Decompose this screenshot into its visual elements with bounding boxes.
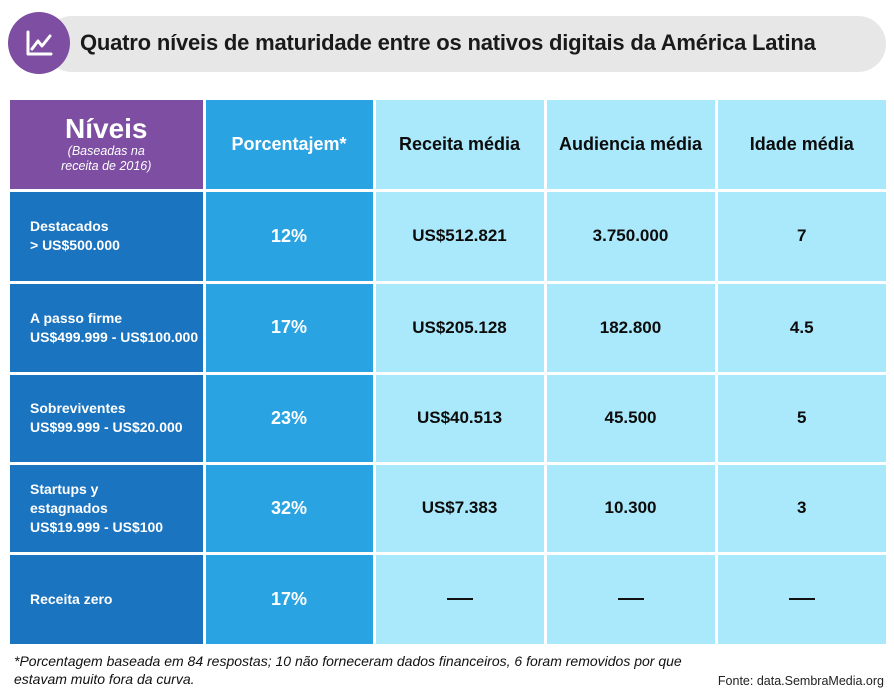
row-audience xyxy=(546,554,715,644)
chart-line-icon xyxy=(8,12,70,74)
row-percent: 17% xyxy=(205,283,373,372)
row-revenue: US$205.128 xyxy=(375,283,544,372)
header-percent: Porcentajem* xyxy=(205,100,373,189)
row-age: 5 xyxy=(717,374,886,462)
row-audience: 3.750.000 xyxy=(546,191,715,281)
dash-mark xyxy=(446,598,473,601)
row-audience: 10.300 xyxy=(546,464,715,552)
row-level-label: Startups y estagnados US$19.999 - US$100 xyxy=(10,464,203,552)
header-age: Idade média xyxy=(717,100,886,189)
header-age-label: Idade média xyxy=(749,133,854,154)
header-levels: Níveis (Baseadas na receita de 2016) xyxy=(10,100,203,189)
row-percent: 23% xyxy=(205,374,373,462)
row-percent: 17% xyxy=(205,554,373,644)
row-age: 3 xyxy=(717,464,886,552)
row-revenue: US$40.513 xyxy=(375,374,544,462)
row-level-label: Sobreviventes US$99.999 - US$20.000 xyxy=(10,374,203,462)
footnote: *Porcentagem baseada em 84 respostas; 10… xyxy=(14,653,682,687)
header-percent-label: Porcentajem* xyxy=(231,133,347,154)
header-levels-subtitle: (Baseadas na receita de 2016) xyxy=(61,144,152,174)
row-level-label: A passo firme US$499.999 - US$100.000 xyxy=(10,283,203,372)
header-revenue: Receita média xyxy=(375,100,544,189)
row-percent: 12% xyxy=(205,191,373,281)
row-level-label: Destacados > US$500.000 xyxy=(10,191,203,281)
header-levels-title: Níveis xyxy=(65,113,148,145)
row-audience: 182.800 xyxy=(546,283,715,372)
row-percent: 32% xyxy=(205,464,373,552)
maturity-table: Níveis (Baseadas na receita de 2016) Porce… xyxy=(10,100,886,644)
row-age: 7 xyxy=(717,191,886,281)
dash-mark xyxy=(617,598,644,601)
source-credit: Fonte: data.SembraMedia.org xyxy=(717,674,884,688)
row-revenue xyxy=(375,554,544,644)
row-age xyxy=(717,554,886,644)
page-title: Quatro níveis de maturidade entre os nat… xyxy=(80,30,816,55)
header-audience: Audiencia média xyxy=(546,100,715,189)
dash-mark xyxy=(788,598,815,601)
row-level-label: Receita zero xyxy=(10,554,203,644)
row-audience: 45.500 xyxy=(546,374,715,462)
row-revenue: US$512.821 xyxy=(375,191,544,281)
header-revenue-label: Receita média xyxy=(398,133,521,154)
title-banner xyxy=(44,16,886,72)
header-audience-label: Audiencia média xyxy=(558,133,703,154)
row-revenue: US$7.383 xyxy=(375,464,544,552)
row-age: 4.5 xyxy=(717,283,886,372)
